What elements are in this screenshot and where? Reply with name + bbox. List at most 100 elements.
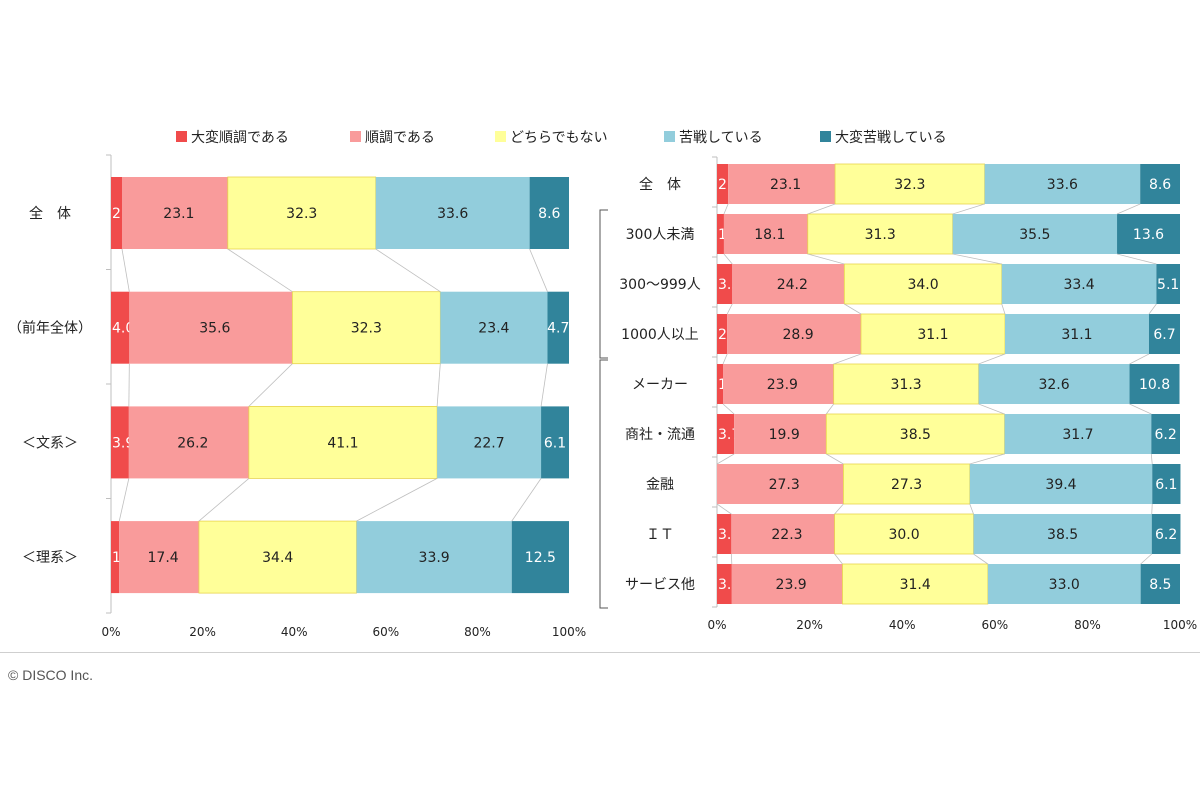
- bar-2-row-3-series-4: [1001, 264, 1157, 304]
- bar-1-row-4-series-4: [356, 521, 512, 594]
- series-connector-line: [529, 248, 548, 292]
- value-label-1-row-3-series-5: 6.1: [544, 435, 566, 451]
- series-connector-line: [1129, 403, 1152, 415]
- series-connector-line: [807, 253, 845, 265]
- value-label-2-row-6-series-4: 31.7: [1062, 427, 1093, 443]
- value-label-2-row-5-series-3: 31.3: [891, 377, 922, 393]
- bar-2-row-6-series-5: [1151, 414, 1180, 454]
- bar-2-row-1-series-2: [728, 164, 836, 204]
- value-label-1-row-4-series-5: 12.5: [525, 550, 556, 566]
- value-label-2-row-4-series-2: 28.9: [783, 327, 814, 343]
- value-label-2-row-9-series-4: 33.0: [1049, 577, 1080, 593]
- value-label-1-row-1-series-2: 23.1: [163, 206, 194, 222]
- series-connector-line: [121, 248, 130, 292]
- bar-2-row-2-series-3: [807, 213, 954, 255]
- value-label-2-row-9-series-3: 31.4: [900, 577, 931, 593]
- copyright-text: © DISCO Inc.: [8, 667, 93, 683]
- series-connector-line: [834, 503, 844, 515]
- legend: 大変順調である 順調である どちらでもない 苦戦している 大変苦戦している: [176, 129, 947, 146]
- bar-1-row-3-series-1: [111, 406, 129, 479]
- legend-label-3: どちらでもない: [510, 130, 608, 146]
- series-connector-line: [723, 203, 729, 215]
- group-bracket-1: [599, 209, 608, 359]
- series-connector-line: [227, 248, 293, 293]
- series-connector-line: [952, 253, 1002, 265]
- bar-2-row-3-series-2: [732, 264, 845, 304]
- value-label-2-row-1-series-2: 23.1: [770, 177, 801, 193]
- value-label-2-row-2-series-4: 35.5: [1019, 227, 1050, 243]
- series-connector-line: [978, 403, 1005, 415]
- value-label-1-row-4-series-4: 33.9: [419, 550, 450, 566]
- bar-1-row-1-series-1: [111, 177, 122, 249]
- value-label-2-row-3-series-5: 5.1: [1157, 277, 1179, 293]
- x-tick-label-1-3: 40%: [281, 625, 308, 639]
- series-connector-line: [723, 253, 733, 265]
- bar-2-row-3-series-3: [843, 263, 1003, 305]
- footer-divider: [0, 652, 1200, 653]
- value-label-2-row-7-series-4: 39.4: [1045, 477, 1076, 493]
- legend-swatch-3: [495, 131, 506, 142]
- value-label-2-row-5-series-2: 23.9: [767, 377, 798, 393]
- bar-1-row-1-series-5: [529, 177, 569, 249]
- bar-1-row-2-series-2: [129, 291, 293, 364]
- bar-2-row-4-series-5: [1148, 314, 1180, 354]
- legend-swatch-1: [176, 131, 187, 142]
- series-connector-line: [834, 553, 843, 565]
- value-label-1-row-2-series-4: 23.4: [478, 321, 509, 337]
- series-connector-line: [833, 353, 862, 365]
- bar-2-row-8-series-2: [731, 514, 835, 554]
- series-connector-line: [375, 248, 441, 293]
- value-label-2-row-7-series-5: 6.1: [1155, 477, 1177, 493]
- bar-2-row-8-series-5: [1151, 514, 1181, 554]
- bar-2-row-8-series-4: [973, 514, 1152, 554]
- category-label-1-2: （前年全体）: [8, 320, 92, 337]
- category-label-1-4: ＜理系＞: [22, 550, 78, 566]
- value-label-1-row-2-series-5: 4.7: [547, 321, 569, 337]
- x-tick-label-2-6: 100%: [1163, 618, 1197, 632]
- value-label-1-row-2-series-2: 35.6: [199, 321, 230, 337]
- series-connector-line: [1116, 203, 1141, 215]
- value-label-2-row-1-series-3: 32.3: [894, 177, 925, 193]
- category-label-2-6: 商社・流通: [625, 427, 695, 443]
- value-label-2-row-5-series-4: 32.6: [1038, 377, 1069, 393]
- value-label-1-row-3-series-3: 41.1: [327, 435, 358, 451]
- series-connector-line: [1001, 303, 1006, 315]
- value-label-1-row-3-series-1: 3.9: [112, 435, 134, 451]
- bar-2-row-3-series-5: [1156, 264, 1180, 304]
- series-connector-line: [952, 203, 985, 215]
- series-connector-line: [716, 453, 735, 465]
- value-label-2-row-5-series-5: 10.8: [1139, 377, 1170, 393]
- category-label-2-8: ＩＴ: [646, 527, 674, 543]
- bar-2-row-9-series-2: [731, 564, 843, 604]
- category-label-2-3: 300～999人: [619, 277, 700, 293]
- value-label-2-row-6-series-2: 19.9: [769, 427, 800, 443]
- bar-2-row-5-series-1: [717, 364, 724, 404]
- series-connector-line: [969, 453, 1005, 465]
- bar-1-row-3-series-3: [248, 405, 438, 479]
- value-label-2-row-1-series-5: 8.6: [1149, 177, 1171, 193]
- series-connector-line: [436, 363, 441, 407]
- value-label-2-row-4-series-5: 6.7: [1153, 327, 1175, 343]
- series-connector-line: [716, 503, 732, 515]
- legend-label-2: 順調である: [365, 130, 435, 146]
- series-connector-line: [198, 478, 250, 522]
- chart-overall-by-major: 2.423.132.333.68.6全 体4.035.632.323.44.7（…: [8, 154, 586, 639]
- value-label-1-row-3-series-2: 26.2: [177, 435, 208, 451]
- legend-label-4: 苦戦している: [679, 130, 763, 146]
- value-label-2-row-8-series-2: 22.3: [771, 527, 802, 543]
- bar-2-row-1-series-4: [984, 164, 1141, 204]
- bar-2-row-4-series-1: [717, 314, 728, 354]
- bar-2-row-8-series-3: [834, 513, 974, 555]
- bar-2-row-7-series-5: [1152, 464, 1181, 504]
- value-label-2-row-8-series-5: 6.2: [1155, 527, 1177, 543]
- value-label-1-row-4-series-3: 34.4: [262, 550, 293, 566]
- value-label-1-row-4-series-2: 17.4: [148, 550, 179, 566]
- bar-1-row-1-series-2: [121, 177, 228, 249]
- x-tick-label-1-5: 80%: [464, 625, 491, 639]
- value-label-2-row-6-series-3: 38.5: [900, 427, 931, 443]
- bar-2-row-9-series-5: [1140, 564, 1180, 604]
- value-label-2-row-2-series-2: 18.1: [754, 227, 785, 243]
- bar-1-row-3-series-5: [541, 406, 569, 479]
- bar-2-row-4-series-2: [727, 314, 861, 354]
